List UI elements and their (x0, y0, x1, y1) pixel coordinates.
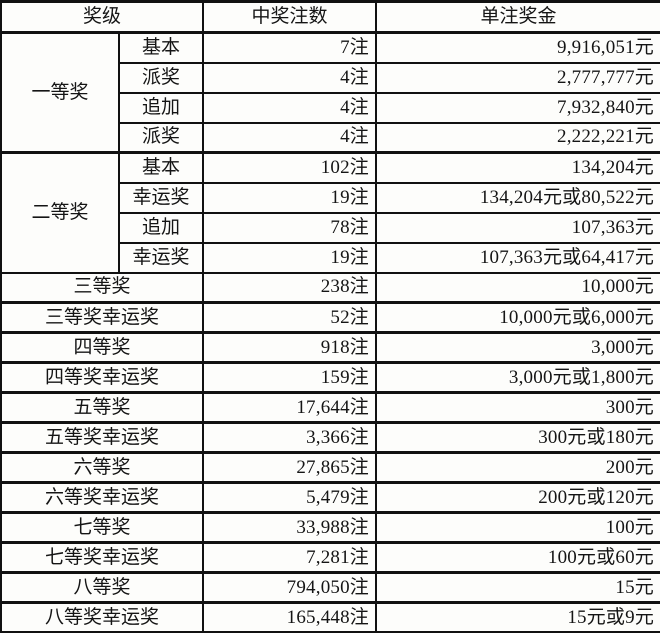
prize-amount: 134,204元或80,522元 (375, 181, 660, 214)
prize-amount: 3,000元 (375, 331, 660, 364)
grade-sub-label: 派奖 (117, 121, 205, 154)
winning-count: 159注 (202, 361, 378, 394)
table-row: 幸运奖 19注 107,363元或64,417元 (1, 241, 660, 274)
table-row: 追加 4注 7,932,840元 (1, 91, 660, 124)
header-grade: 奖级 (0, 0, 205, 34)
table-row: 三等奖 238注 10,000元 (0, 271, 660, 304)
winning-count: 918注 (202, 331, 378, 364)
grade-sub-label: 基本 (117, 31, 205, 64)
table-row: 一等奖 基本 7注 9,916,051元 (0, 31, 660, 154)
grade-sub-label: 派奖 (117, 61, 205, 94)
grade-sub-label: 基本 (117, 151, 205, 184)
table-row: 四等奖 918注 3,000元 (0, 331, 660, 364)
header-amount: 单注奖金 (375, 0, 660, 34)
grade-label: 三等奖 (0, 271, 205, 304)
winning-count: 238注 (202, 271, 378, 304)
prize-amount: 2,222,221元 (375, 121, 660, 154)
prize-amount: 200元或120元 (375, 481, 660, 514)
winning-count: 3,366注 (202, 421, 378, 454)
winning-count: 19注 (202, 181, 378, 214)
prize-amount: 200元 (375, 451, 660, 484)
winning-count: 165,448注 (202, 601, 378, 633)
table-row: 四等奖幸运奖 159注 3,000元或1,800元 (0, 361, 660, 394)
table-row: 派奖 4注 2,777,777元 (1, 61, 660, 94)
winning-count: 4注 (202, 61, 378, 94)
header-count: 中奖注数 (202, 0, 378, 34)
prize-amount: 107,363元 (375, 211, 660, 244)
grade-sub-label: 追加 (117, 91, 205, 124)
prize-amount: 300元 (375, 391, 660, 424)
winning-count: 5,479注 (202, 481, 378, 514)
table-header: 奖级 中奖注数 单注奖金 (0, 0, 660, 34)
prize-amount: 107,363元或64,417元 (375, 241, 660, 274)
winning-count: 4注 (202, 91, 378, 124)
grade-label: 八等奖 (0, 571, 205, 604)
grade-label: 一等奖 (0, 31, 120, 154)
winning-count: 4注 (202, 121, 378, 154)
table-row: 追加 78注 107,363元 (1, 211, 660, 244)
winning-count: 52注 (202, 301, 378, 334)
prize-amount: 10,000元或6,000元 (375, 301, 660, 334)
table-row: 六等奖幸运奖 5,479注 200元或120元 (0, 481, 660, 514)
table-row: 八等奖幸运奖 165,448注 15元或9元 (0, 601, 660, 633)
grade-sub-label: 幸运奖 (117, 241, 205, 274)
prize-amount: 300元或180元 (375, 421, 660, 454)
grade-label: 五等奖 (0, 391, 205, 424)
grade-label: 五等奖幸运奖 (0, 421, 205, 454)
prize-amount: 10,000元 (375, 271, 660, 304)
winning-count: 17,644注 (202, 391, 378, 424)
grade-label: 二等奖 (0, 151, 120, 274)
table-body: 一等奖 基本 7注 9,916,051元 派奖 4注 2,777,777元 追加 4注 7,932… (0, 31, 660, 633)
table-row: 五等奖幸运奖 3,366注 300元或180元 (0, 421, 660, 454)
prize-amount: 134,204元 (375, 151, 660, 184)
winning-count: 7注 (202, 31, 378, 64)
winning-count: 78注 (202, 211, 378, 244)
prize-amount: 7,932,840元 (375, 91, 660, 124)
prize-amount: 15元或9元 (375, 601, 660, 633)
winning-count: 19注 (202, 241, 378, 274)
header-row: 奖级 中奖注数 单注奖金 (0, 0, 660, 34)
grade-label: 六等奖 (0, 451, 205, 484)
table-row: 八等奖 794,050注 15元 (0, 571, 660, 604)
grade-label: 三等奖幸运奖 (0, 301, 205, 334)
prize-amount: 3,000元或1,800元 (375, 361, 660, 394)
table-row: 六等奖 27,865注 200元 (0, 451, 660, 484)
prize-amount: 15元 (375, 571, 660, 604)
prize-amount: 100元或60元 (375, 541, 660, 574)
winning-count: 7,281注 (202, 541, 378, 574)
table-row: 派奖 4注 2,222,221元 (1, 121, 660, 154)
table-row: 七等奖幸运奖 7,281注 100元或60元 (0, 541, 660, 574)
grade-label: 四等奖 (0, 331, 205, 364)
table-row: 三等奖幸运奖 52注 10,000元或6,000元 (0, 301, 660, 334)
winning-count: 33,988注 (202, 511, 378, 544)
prize-amount: 100元 (375, 511, 660, 544)
grade-sub-label: 追加 (117, 211, 205, 244)
grade-label: 六等奖幸运奖 (0, 481, 205, 514)
winning-count: 794,050注 (202, 571, 378, 604)
prize-amount: 2,777,777元 (375, 61, 660, 94)
grade-label: 七等奖幸运奖 (0, 541, 205, 574)
prize-amount: 9,916,051元 (375, 31, 660, 64)
grade-label: 八等奖幸运奖 (0, 601, 205, 633)
table-row: 五等奖 17,644注 300元 (0, 391, 660, 424)
winning-count: 102注 (202, 151, 378, 184)
winning-count: 27,865注 (202, 451, 378, 484)
grade-label: 七等奖 (0, 511, 205, 544)
table-row: 幸运奖 19注 134,204元或80,522元 (1, 181, 660, 214)
grade-sub-label: 幸运奖 (117, 181, 205, 214)
grade-label: 四等奖幸运奖 (0, 361, 205, 394)
table-row: 二等奖 基本 102注 134,204元 (0, 151, 660, 274)
table-row: 七等奖 33,988注 100元 (0, 511, 660, 544)
